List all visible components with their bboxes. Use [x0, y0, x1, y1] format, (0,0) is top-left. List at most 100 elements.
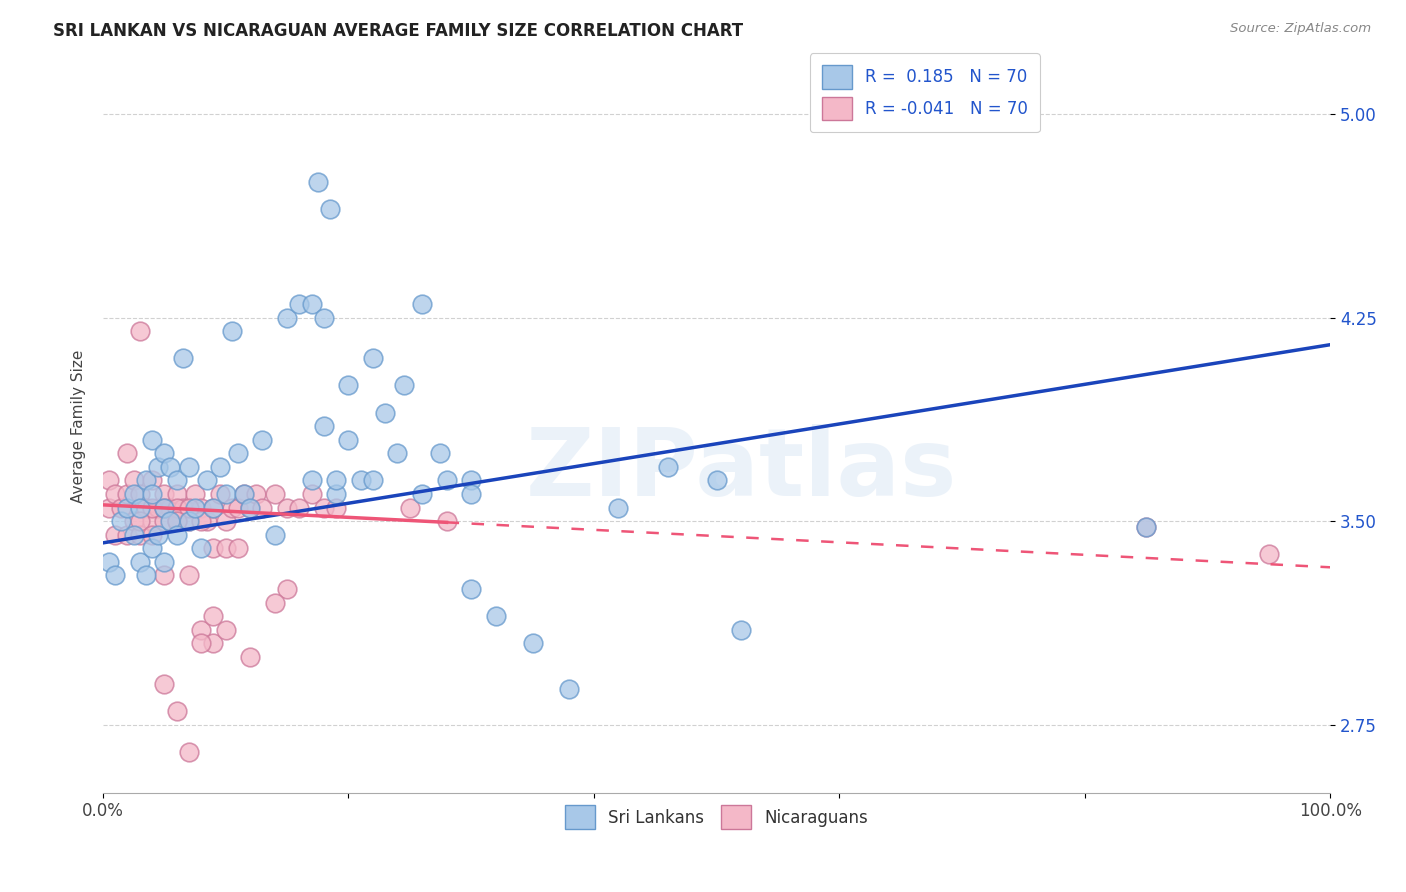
- Point: [177, 514, 200, 528]
- Point: [117, 500, 139, 515]
- Point: [436, 514, 458, 528]
- Point: [307, 175, 329, 189]
- Point: [166, 514, 188, 528]
- Point: [239, 649, 262, 664]
- Point: [657, 459, 679, 474]
- Point: [233, 487, 256, 501]
- Point: [98, 555, 121, 569]
- Point: [146, 527, 169, 541]
- Point: [319, 202, 342, 216]
- Point: [166, 704, 188, 718]
- Point: [177, 459, 200, 474]
- Point: [214, 514, 236, 528]
- Point: [436, 474, 458, 488]
- Point: [153, 500, 176, 515]
- Point: [122, 514, 145, 528]
- Point: [263, 596, 285, 610]
- Point: [208, 459, 231, 474]
- Point: [177, 745, 200, 759]
- Point: [166, 514, 188, 528]
- Point: [98, 474, 121, 488]
- Point: [141, 541, 163, 556]
- Point: [166, 500, 188, 515]
- Point: [460, 582, 482, 596]
- Point: [312, 310, 335, 325]
- Point: [135, 500, 157, 515]
- Point: [153, 568, 176, 582]
- Point: [522, 636, 544, 650]
- Point: [202, 500, 225, 515]
- Point: [276, 582, 298, 596]
- Point: [245, 487, 267, 501]
- Point: [361, 474, 384, 488]
- Y-axis label: Average Family Size: Average Family Size: [72, 350, 86, 503]
- Point: [288, 500, 311, 515]
- Point: [1135, 519, 1157, 533]
- Point: [301, 487, 323, 501]
- Point: [135, 568, 157, 582]
- Point: [141, 500, 163, 515]
- Point: [226, 446, 249, 460]
- Point: [141, 433, 163, 447]
- Point: [166, 474, 188, 488]
- Point: [128, 500, 150, 515]
- Point: [558, 682, 581, 697]
- Point: [166, 487, 188, 501]
- Point: [159, 459, 181, 474]
- Point: [288, 297, 311, 311]
- Point: [1135, 519, 1157, 533]
- Point: [128, 514, 150, 528]
- Point: [221, 324, 243, 338]
- Point: [392, 378, 415, 392]
- Point: [184, 500, 207, 515]
- Point: [214, 541, 236, 556]
- Point: [263, 487, 285, 501]
- Point: [263, 527, 285, 541]
- Point: [172, 351, 194, 366]
- Point: [411, 487, 433, 501]
- Point: [128, 324, 150, 338]
- Point: [485, 609, 508, 624]
- Point: [153, 446, 176, 460]
- Point: [128, 487, 150, 501]
- Point: [190, 541, 212, 556]
- Point: [122, 474, 145, 488]
- Point: [325, 487, 347, 501]
- Text: SRI LANKAN VS NICARAGUAN AVERAGE FAMILY SIZE CORRELATION CHART: SRI LANKAN VS NICARAGUAN AVERAGE FAMILY …: [53, 22, 744, 40]
- Point: [110, 500, 132, 515]
- Point: [166, 527, 188, 541]
- Legend: Sri Lankans, Nicaraguans: Sri Lankans, Nicaraguans: [558, 798, 875, 836]
- Point: [337, 433, 360, 447]
- Point: [374, 406, 396, 420]
- Point: [312, 500, 335, 515]
- Point: [177, 568, 200, 582]
- Point: [239, 500, 262, 515]
- Point: [312, 419, 335, 434]
- Point: [104, 527, 127, 541]
- Point: [208, 487, 231, 501]
- Point: [195, 514, 218, 528]
- Point: [350, 474, 373, 488]
- Point: [411, 297, 433, 311]
- Point: [146, 500, 169, 515]
- Point: [301, 297, 323, 311]
- Point: [202, 609, 225, 624]
- Point: [153, 487, 176, 501]
- Point: [159, 514, 181, 528]
- Point: [301, 474, 323, 488]
- Point: [233, 487, 256, 501]
- Point: [252, 433, 274, 447]
- Point: [214, 487, 236, 501]
- Point: [122, 527, 145, 541]
- Point: [239, 500, 262, 515]
- Point: [110, 514, 132, 528]
- Point: [128, 527, 150, 541]
- Point: [177, 500, 200, 515]
- Point: [117, 527, 139, 541]
- Point: [361, 351, 384, 366]
- Point: [325, 474, 347, 488]
- Point: [276, 500, 298, 515]
- Point: [226, 541, 249, 556]
- Point: [190, 514, 212, 528]
- Point: [135, 474, 157, 488]
